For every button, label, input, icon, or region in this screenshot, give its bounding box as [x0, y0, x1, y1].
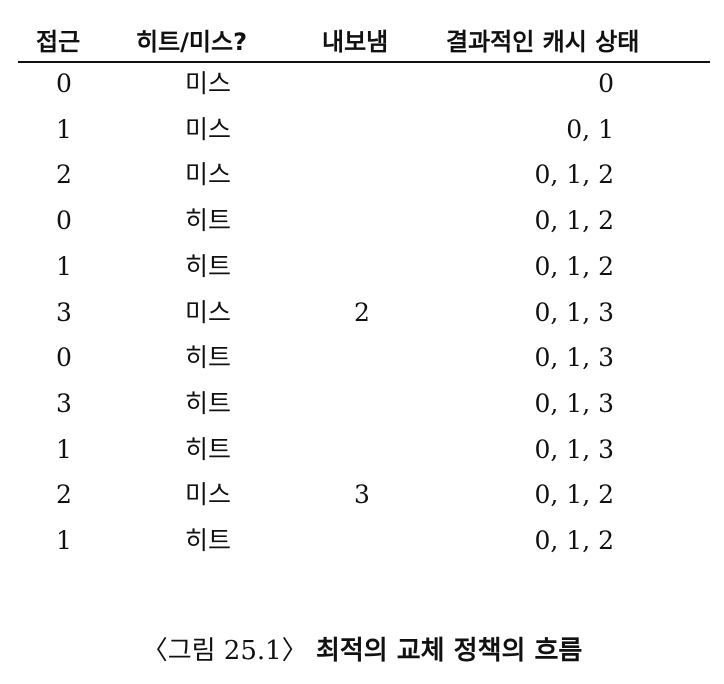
cell-hit-miss: 히트 [184, 206, 231, 236]
cell-access: 1 [56, 251, 72, 281]
cell-hit-miss: 히트 [184, 434, 231, 464]
cell-hit-miss: 히트 [184, 343, 231, 373]
cell-cache-state: 0, 1, 3 [534, 297, 614, 327]
cell-cache-state: 0, 1, 3 [534, 343, 614, 373]
header-cache-state: 결과적인 캐시 상태 [446, 28, 640, 56]
cell-access: 1 [56, 526, 72, 555]
cell-access: 2 [56, 480, 72, 510]
cell-cache-state: 0, 1, 3 [534, 434, 614, 464]
cell-access: 1 [56, 434, 72, 464]
header-rule [18, 61, 710, 63]
cell-access: 3 [56, 297, 72, 327]
cell-cache-state: 0, 1, 3 [534, 388, 614, 418]
cell-hit-miss: 미스 [184, 69, 231, 98]
header-hit-miss: 히트/미스? [136, 28, 248, 56]
cell-cache-state: 0 [598, 69, 614, 98]
header-access: 접근 [36, 28, 81, 56]
cell-cache-state: 0, 1, 2 [534, 251, 614, 281]
figure-caption: 〈그림 25.1〉 최적의 교체 정책의 흐름 [0, 630, 724, 667]
cell-hit-miss: 히트 [184, 251, 231, 281]
cell-cache-state: 0, 1, 2 [534, 480, 614, 510]
cell-access: 0 [56, 206, 72, 236]
cell-evicted: 3 [354, 480, 370, 510]
cell-cache-state: 0, 1, 2 [534, 526, 614, 555]
cell-cache-state: 0, 1, 2 [534, 160, 614, 190]
cell-access: 1 [56, 114, 72, 144]
cell-hit-miss: 미스 [184, 297, 231, 327]
cell-hit-miss: 미스 [184, 114, 231, 144]
cell-hit-miss: 히트 [184, 526, 231, 555]
cell-access: 2 [56, 160, 72, 190]
cell-hit-miss: 미스 [184, 480, 231, 510]
cell-hit-miss: 히트 [184, 388, 231, 418]
cell-access: 0 [56, 69, 72, 98]
caption-title: 최적의 교체 정책의 흐름 [315, 636, 583, 666]
cell-cache-state: 0, 1, 2 [534, 206, 614, 236]
caption-label: 〈그림 25.1〉 [141, 636, 308, 666]
cell-cache-state: 0, 1 [566, 114, 614, 144]
cell-access: 3 [56, 388, 72, 418]
cell-hit-miss: 미스 [184, 160, 231, 190]
header-evicted: 내보냄 [322, 28, 389, 56]
cell-evicted: 2 [354, 297, 370, 327]
cell-access: 0 [56, 343, 72, 373]
